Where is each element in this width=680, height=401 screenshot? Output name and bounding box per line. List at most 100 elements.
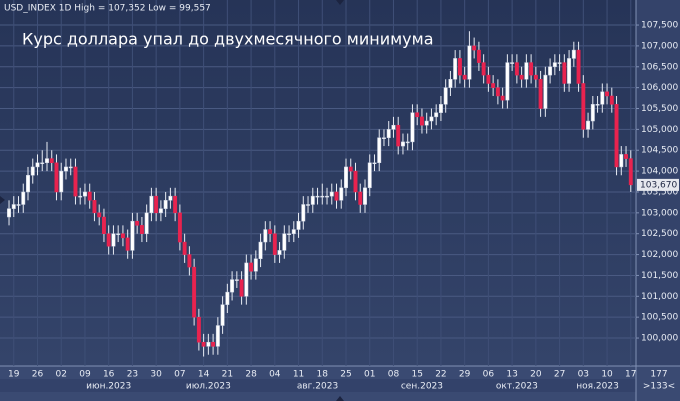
candle-body xyxy=(258,241,263,259)
candle-body xyxy=(419,116,424,126)
candle-body xyxy=(239,279,244,297)
candle-body xyxy=(590,104,595,122)
y-tick-label: 103,500 xyxy=(641,187,678,197)
candle-body xyxy=(391,124,396,130)
candle-body xyxy=(529,62,534,76)
candle-body xyxy=(605,91,609,97)
candle-body xyxy=(182,241,187,255)
x-tick-label: 29 xyxy=(459,370,471,380)
month-label: авг.2023 xyxy=(297,382,338,392)
marker xyxy=(336,396,344,401)
candle-body xyxy=(73,166,78,197)
candle-body xyxy=(495,87,500,97)
x-tick-label: 02 xyxy=(56,370,67,380)
candle-body xyxy=(30,166,35,176)
candle-body xyxy=(339,187,344,201)
candle-body xyxy=(253,258,258,272)
x-tick-label: 21 xyxy=(222,370,233,380)
candle-body xyxy=(310,195,315,205)
candle-body xyxy=(215,325,220,347)
candle-body xyxy=(467,45,472,80)
candles xyxy=(7,31,633,357)
candle-body xyxy=(192,266,197,318)
candle-body xyxy=(7,208,11,218)
candle-body xyxy=(168,195,173,201)
month-label: июн.2023 xyxy=(86,382,131,392)
candle-body xyxy=(83,191,87,197)
candle-body xyxy=(249,262,254,272)
candle-body xyxy=(571,49,576,59)
x-tick-label: 13 xyxy=(506,370,517,380)
candle-body xyxy=(581,83,586,130)
x-tick-label: 09 xyxy=(79,370,91,380)
candle-body xyxy=(158,208,163,214)
candle-body xyxy=(624,154,628,159)
candle-body xyxy=(225,291,230,305)
candle-body xyxy=(272,233,277,255)
last-price-box xyxy=(637,178,679,191)
x-tick-label: 07 xyxy=(174,370,185,380)
candle-body xyxy=(11,204,16,209)
candle-body xyxy=(372,162,377,165)
candle-body xyxy=(386,129,391,138)
candle-body xyxy=(40,162,45,165)
candle-body xyxy=(45,158,49,164)
x-tick-label: 20 xyxy=(530,370,542,380)
candle-body xyxy=(230,279,235,293)
candle-body xyxy=(472,45,477,51)
candle-body xyxy=(106,233,111,247)
candle-body xyxy=(139,225,144,234)
candle-body xyxy=(410,112,415,143)
candle-body xyxy=(78,195,83,198)
candle-body xyxy=(552,62,557,68)
candle-body xyxy=(377,137,382,164)
candle-body xyxy=(263,229,268,243)
y-tick-label: 101,500 xyxy=(641,271,678,281)
candle-body xyxy=(500,95,505,101)
x-tick-label: 23 xyxy=(127,370,138,380)
candle-body xyxy=(401,141,405,147)
candle-body xyxy=(344,166,348,189)
candle-body xyxy=(26,175,30,193)
candle-body xyxy=(301,204,306,222)
candle-body xyxy=(16,204,21,206)
x-tick-label: 14 xyxy=(198,370,210,380)
candle-body xyxy=(234,279,239,281)
candle-body xyxy=(443,87,448,105)
plot-area xyxy=(0,0,636,366)
y-tick-label: 100,500 xyxy=(641,313,678,323)
candle-body xyxy=(173,195,178,214)
candle-body xyxy=(543,74,548,109)
y-tick-label: 106,500 xyxy=(641,62,678,72)
candle-body xyxy=(163,200,168,209)
x-tick-label: 25 xyxy=(340,370,351,380)
corner-label: 177 xyxy=(650,370,667,380)
candle-body xyxy=(524,62,529,80)
candle-body xyxy=(557,62,562,64)
candle-body xyxy=(353,170,358,193)
candle-body xyxy=(306,204,310,206)
candle-body xyxy=(519,74,524,80)
candle-body xyxy=(619,154,624,168)
y-tick-label: 102,500 xyxy=(641,229,678,239)
candle-body xyxy=(177,212,182,243)
candle-body xyxy=(116,233,121,235)
x-tick-label: 28 xyxy=(245,370,257,380)
candle-body xyxy=(429,116,434,122)
x-tick-label: 01 xyxy=(364,370,375,380)
x-tick-label: 04 xyxy=(269,370,281,380)
candle-body xyxy=(434,112,439,118)
candle-body xyxy=(196,316,201,343)
candle-body xyxy=(481,62,486,76)
candle-body xyxy=(130,220,135,251)
y-tick-label: 105,500 xyxy=(641,104,678,114)
candle-body xyxy=(211,341,216,347)
y-tick-label: 104,500 xyxy=(641,146,678,156)
candle-body xyxy=(614,104,619,168)
month-label: окт.2023 xyxy=(496,382,538,392)
candle-body xyxy=(538,79,543,109)
candle-body xyxy=(268,229,273,234)
candle-body xyxy=(97,212,102,218)
candle-body xyxy=(491,83,496,88)
